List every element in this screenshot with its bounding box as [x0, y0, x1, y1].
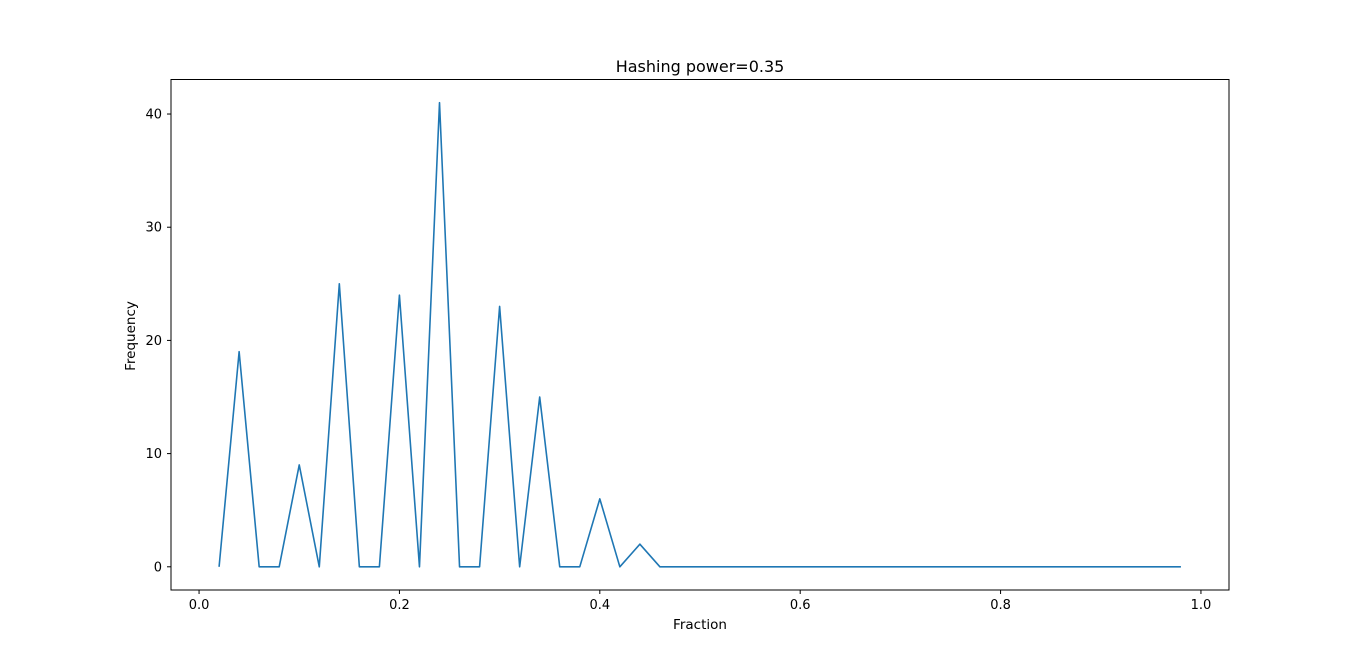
x-tick-label: 1.0	[1191, 598, 1212, 613]
y-tick-label: 0	[154, 560, 162, 575]
axes-frame	[170, 79, 1230, 591]
y-tick-label: 40	[145, 108, 162, 123]
y-tick-label: 20	[145, 334, 162, 349]
x-tick-label: 0.4	[589, 598, 610, 613]
y-tick-label: 30	[145, 221, 162, 236]
x-axis-label: Fraction	[673, 617, 727, 633]
series-layer	[218, 101, 1181, 568]
chart-title: Hashing power=0.35	[616, 57, 785, 76]
x-tick-label: 0.8	[990, 598, 1011, 613]
x-tick-label: 0.2	[389, 598, 410, 613]
y-axis-ticks: 0 10 20 30 40	[145, 108, 171, 575]
x-tick-label: 0.6	[790, 598, 811, 613]
y-tick-label: 10	[145, 447, 162, 462]
y-axis-label: Frequency	[123, 301, 139, 371]
x-tick-label: 0.0	[189, 598, 210, 613]
x-axis-ticks: 0.0 0.2 0.4 0.6 0.8 1.0	[189, 590, 1212, 613]
